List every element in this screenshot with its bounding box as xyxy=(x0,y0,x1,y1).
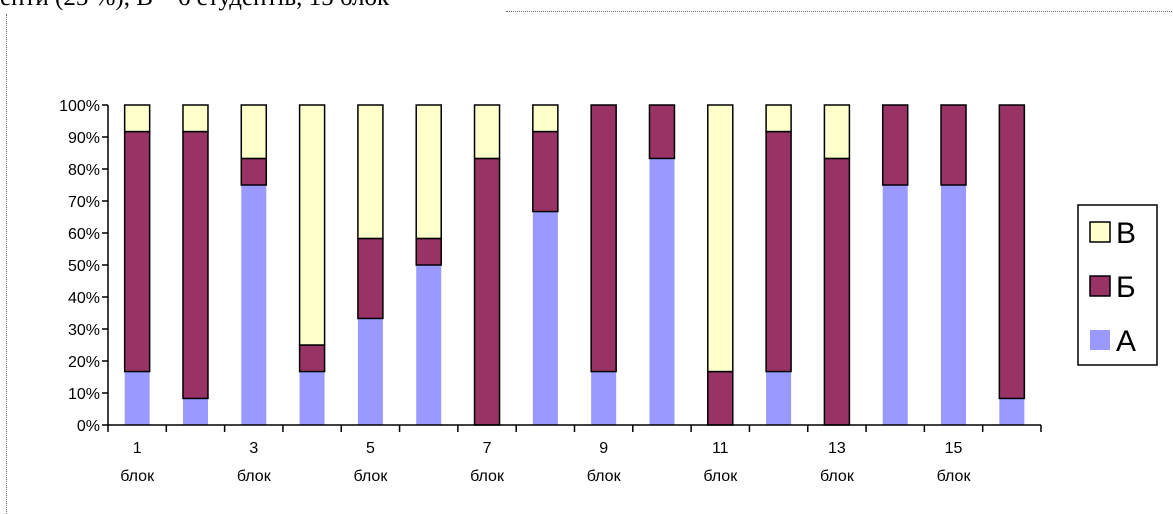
bar-segment-b xyxy=(473,157,501,426)
bar-segment-a xyxy=(882,185,908,425)
x-tick-label-number: 9 xyxy=(599,440,608,457)
y-tick-label: 60% xyxy=(68,226,100,243)
bar-segment-c xyxy=(240,104,268,160)
y-tick-label: 50% xyxy=(68,258,100,275)
bar-segment-c xyxy=(415,104,442,240)
bar-segment-a xyxy=(299,371,325,425)
bar-segment-c xyxy=(765,104,792,133)
x-tick-label-unit: блок xyxy=(703,468,738,485)
x-tick-label-unit: блок xyxy=(820,468,855,485)
bar-segment-b xyxy=(823,157,851,426)
y-tick-label: 0% xyxy=(77,418,100,435)
x-tick-label-unit: блок xyxy=(237,468,272,485)
bar-segment-c xyxy=(823,104,851,160)
bar-segment-c xyxy=(707,104,734,373)
y-tick-label: 40% xyxy=(68,290,100,307)
legend-label: А xyxy=(1116,325,1136,358)
bar-segment-a xyxy=(124,371,150,425)
bar-segment-a xyxy=(357,318,383,425)
bar-segment-b xyxy=(881,104,909,186)
y-tick-label: 80% xyxy=(68,162,100,179)
bar-segment-c xyxy=(357,104,384,240)
x-tick-label-number: 11 xyxy=(712,440,729,457)
bar-segment-b xyxy=(532,130,559,213)
bar-segment-b xyxy=(123,130,151,373)
bar-segment-a xyxy=(591,371,617,425)
bar-segment-b xyxy=(765,130,792,373)
bar-segment-a xyxy=(999,398,1025,425)
bar-segment-b xyxy=(648,104,676,160)
y-tick-label: 70% xyxy=(68,194,100,211)
bar-segment-b xyxy=(590,104,617,373)
chart-frame-top-border xyxy=(506,11,1172,12)
x-tick-label-number: 15 xyxy=(945,440,963,457)
axes-layer: 0% 10% 20% 30% 40% 50% 60% 70% 80% 90% 100% 1 блок 3 б… xyxy=(59,98,1042,485)
bar-segment-b xyxy=(357,237,384,320)
bar-segment-b xyxy=(182,130,209,400)
legend-swatch xyxy=(1089,221,1111,243)
x-tick-label-number: 7 xyxy=(483,440,492,457)
bar-segment-a xyxy=(182,398,208,425)
y-tick-label: 100% xyxy=(59,98,100,115)
bar-segment-a xyxy=(766,371,792,425)
x-tick-label-unit: блок xyxy=(587,468,622,485)
y-tick-label: 10% xyxy=(68,386,100,403)
bar-segment-b xyxy=(707,370,734,426)
bar-segment-a xyxy=(532,211,558,425)
legend-swatch xyxy=(1090,330,1110,350)
bar-segment-c xyxy=(532,104,559,133)
bar-segment-b xyxy=(940,104,967,186)
document-caption-fragment: енти (25 %), В – 6 студентів, 15 блок xyxy=(0,0,1173,13)
bar-segment-b xyxy=(240,157,268,186)
bar-segment-a xyxy=(649,158,675,425)
legend-label: Б xyxy=(1116,271,1136,304)
bar-segment-b xyxy=(298,344,326,373)
bar-segment-b xyxy=(998,104,1026,400)
x-tick-label-number: 5 xyxy=(366,440,375,457)
x-tick-label-number: 13 xyxy=(828,440,846,457)
x-tick-label-number: 3 xyxy=(249,440,258,457)
bar-segment-c xyxy=(182,104,209,133)
x-tick-label-unit: блок xyxy=(937,468,972,485)
legend-label: В xyxy=(1116,217,1136,250)
bar-segment-b xyxy=(415,237,442,266)
legend: ВБА xyxy=(1077,204,1158,366)
bar-segment-a xyxy=(941,185,967,425)
y-tick-label: 90% xyxy=(68,130,100,147)
bar-segment-c xyxy=(473,104,501,160)
bar-segment-c xyxy=(123,104,151,133)
legend-swatch xyxy=(1089,275,1111,297)
x-tick-label-unit: блок xyxy=(470,468,505,485)
bar-segment-c xyxy=(298,104,326,346)
bars-layer xyxy=(123,104,1026,426)
bar-segment-a xyxy=(416,265,442,425)
x-tick-label-number: 1 xyxy=(133,440,142,457)
x-tick-label-unit: блок xyxy=(353,468,388,485)
x-tick-label-unit: блок xyxy=(120,468,155,485)
y-tick-label: 20% xyxy=(68,354,100,371)
bar-segment-a xyxy=(241,185,267,425)
y-tick-label: 30% xyxy=(68,322,100,339)
chart-frame-left-border xyxy=(6,14,7,514)
